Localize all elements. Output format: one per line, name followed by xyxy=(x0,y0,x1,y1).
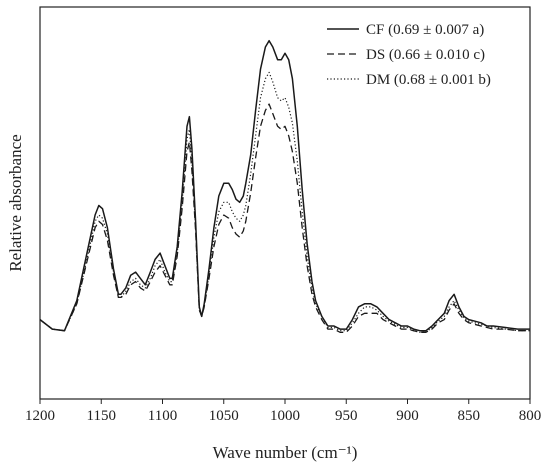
x-tick-label: 1050 xyxy=(209,408,239,424)
x-tick-label: 1100 xyxy=(148,408,177,424)
x-axis-ticks: 1200 1150 1100 1050 1000 950 900 850 800 xyxy=(25,399,541,424)
legend-label-cf: CF (0.69 ± 0.007 a) xyxy=(366,22,484,38)
series-line-ds xyxy=(39,103,530,333)
legend-label-dm: DM (0.68 ± 0.001 b) xyxy=(366,72,491,88)
legend-label-ds: DS (0.66 ± 0.010 c) xyxy=(366,47,485,63)
x-tick-label: 950 xyxy=(335,408,358,424)
x-tick-label: 900 xyxy=(396,408,419,424)
plot-area-frame xyxy=(39,6,531,400)
x-tick-label: 1200 xyxy=(25,408,55,424)
x-tick-label: 1000 xyxy=(270,408,300,424)
legend: CF (0.69 ± 0.007 a) DS (0.66 ± 0.010 c) DM… xyxy=(327,22,491,88)
x-axis-title: Wave number (cm⁻¹) xyxy=(213,443,358,462)
series-line-dm xyxy=(39,71,530,333)
x-tick-label: 1150 xyxy=(87,408,116,424)
y-axis-title: Relative absorbance xyxy=(6,134,25,271)
series-line-cf xyxy=(39,39,530,332)
series-layer xyxy=(39,39,530,333)
x-tick-label: 800 xyxy=(519,408,542,424)
x-tick-label: 850 xyxy=(458,408,481,424)
